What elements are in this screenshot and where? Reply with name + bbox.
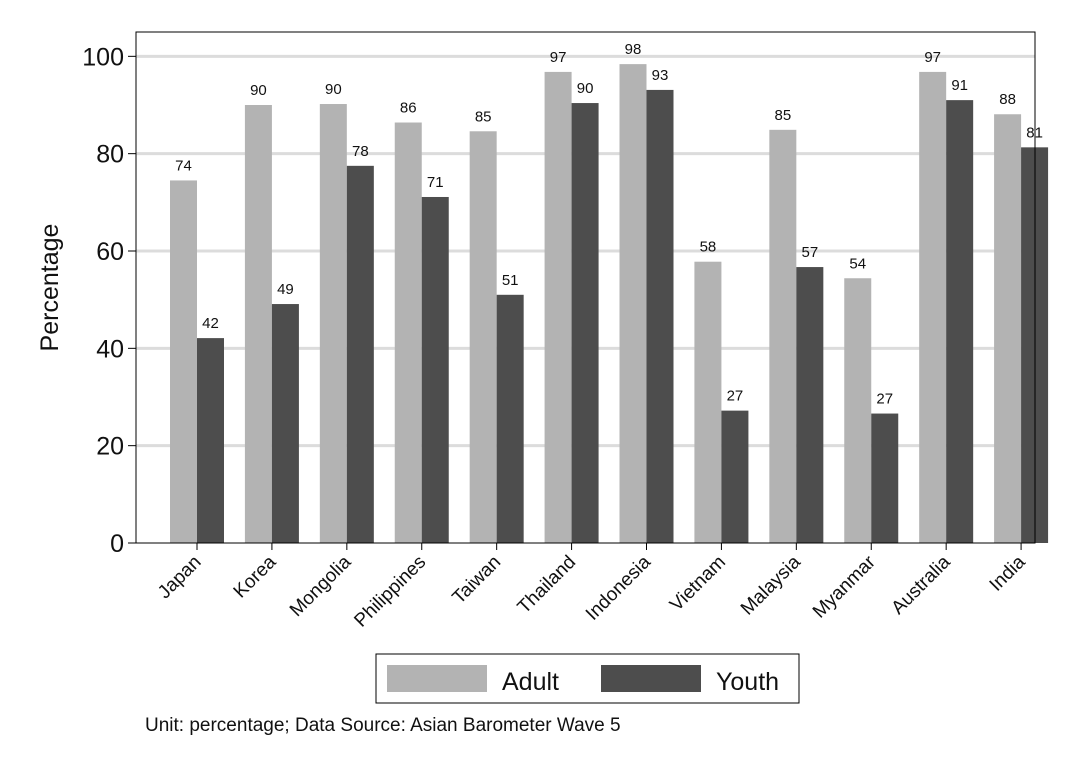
bar-chart: 74 42 90 49 90 78 86 71 85 51 97 90 98 93 58 27 85 57 54 27… xyxy=(36,31,1049,704)
bar-youth-vietnam xyxy=(721,410,749,543)
y-tick-label: 0 xyxy=(110,530,124,558)
x-tick-label: Philippines xyxy=(350,552,430,632)
data-label-youth-malaysia: 57 xyxy=(801,244,818,261)
legend: Adult Youth xyxy=(375,653,800,704)
bar-youth-philippines xyxy=(421,196,449,544)
legend-swatch-youth xyxy=(601,665,701,692)
x-tick-label: Taiwan xyxy=(449,552,506,609)
y-tick-label: 60 xyxy=(96,238,124,266)
data-label-youth-philippines: 71 xyxy=(427,174,444,191)
x-tick-label: Korea xyxy=(230,551,281,602)
bar-adult-philippines xyxy=(394,122,422,544)
data-label-youth-thailand: 90 xyxy=(577,80,594,97)
data-label-adult-malaysia: 85 xyxy=(774,107,791,124)
data-labels: 74 42 90 49 90 78 86 71 85 51 97 90 98 93 58 27 85 57 54 27… xyxy=(175,41,1043,407)
bar-adult-australia xyxy=(919,71,947,543)
bar-youth-taiwan xyxy=(496,294,524,543)
x-tick-label: Malaysia xyxy=(737,551,805,619)
data-label-youth-myanmar: 27 xyxy=(876,391,893,408)
data-label-youth-indonesia: 93 xyxy=(652,67,669,84)
data-label-youth-mongolia: 78 xyxy=(352,143,369,160)
y-tick-label: 20 xyxy=(96,433,124,461)
bar-adult-korea xyxy=(244,105,272,543)
data-label-adult-mongolia: 90 xyxy=(325,81,342,98)
data-label-adult-india: 88 xyxy=(999,91,1016,108)
data-label-adult-thailand: 97 xyxy=(550,49,567,66)
x-tick-label: India xyxy=(986,551,1030,595)
bar-youth-australia xyxy=(946,100,974,543)
bar-adult-vietnam xyxy=(694,261,722,543)
bar-youth-indonesia xyxy=(646,89,674,543)
bar-adult-mongolia xyxy=(319,104,347,543)
y-axis-title: Percentage xyxy=(36,224,64,352)
legend-label-adult: Adult xyxy=(502,668,559,696)
bar-adult-thailand xyxy=(544,71,572,543)
data-label-adult-philippines: 86 xyxy=(400,100,417,117)
data-label-youth-australia: 91 xyxy=(951,77,968,94)
bar-adult-taiwan xyxy=(469,131,497,543)
bar-youth-thailand xyxy=(571,103,599,543)
legend-label-youth: Youth xyxy=(716,668,779,696)
bar-youth-myanmar xyxy=(871,413,899,543)
data-label-youth-korea: 49 xyxy=(277,281,294,298)
bar-youth-japan xyxy=(197,338,224,543)
source-note: Unit: percentage; Data Source: Asian Bar… xyxy=(145,715,621,736)
plot-frame xyxy=(135,31,1036,544)
legend-swatch-adult xyxy=(387,665,487,692)
bars xyxy=(170,64,1049,544)
bar-adult-indonesia xyxy=(619,64,647,544)
data-label-adult-myanmar: 54 xyxy=(849,255,866,272)
bar-youth-korea xyxy=(271,304,299,543)
bar-adult-india xyxy=(994,114,1022,543)
data-label-adult-vietnam: 58 xyxy=(700,239,717,256)
data-label-youth-vietnam: 27 xyxy=(727,388,744,405)
data-label-adult-taiwan: 85 xyxy=(475,108,492,125)
bar-adult-japan xyxy=(170,180,197,543)
data-label-adult-japan: 74 xyxy=(175,157,192,174)
bar-youth-malaysia xyxy=(796,267,824,543)
y-axis: 0 20 40 60 80 100 xyxy=(82,43,136,558)
x-tick-label: Japan xyxy=(154,552,205,603)
data-label-youth-taiwan: 51 xyxy=(502,272,519,289)
x-tick-label: Mongolia xyxy=(286,551,356,621)
y-tick-label: 100 xyxy=(82,43,124,71)
bar-adult-myanmar xyxy=(844,278,872,543)
data-label-adult-australia: 97 xyxy=(924,49,941,66)
bar-youth-mongolia xyxy=(346,165,374,544)
x-tick-label: Myanmar xyxy=(809,551,880,622)
x-tick-label: Australia xyxy=(888,551,955,618)
bar-adult-malaysia xyxy=(769,129,797,543)
x-tick-label: Vietnam xyxy=(666,552,730,616)
data-label-youth-japan: 42 xyxy=(202,315,219,332)
y-tick-label: 40 xyxy=(96,335,124,363)
x-tick-label: Thailand xyxy=(514,552,580,618)
data-label-adult-korea: 90 xyxy=(250,82,267,99)
data-label-adult-indonesia: 98 xyxy=(625,41,642,58)
y-tick-label: 80 xyxy=(96,141,124,169)
x-tick-label: Indonesia xyxy=(582,551,655,624)
